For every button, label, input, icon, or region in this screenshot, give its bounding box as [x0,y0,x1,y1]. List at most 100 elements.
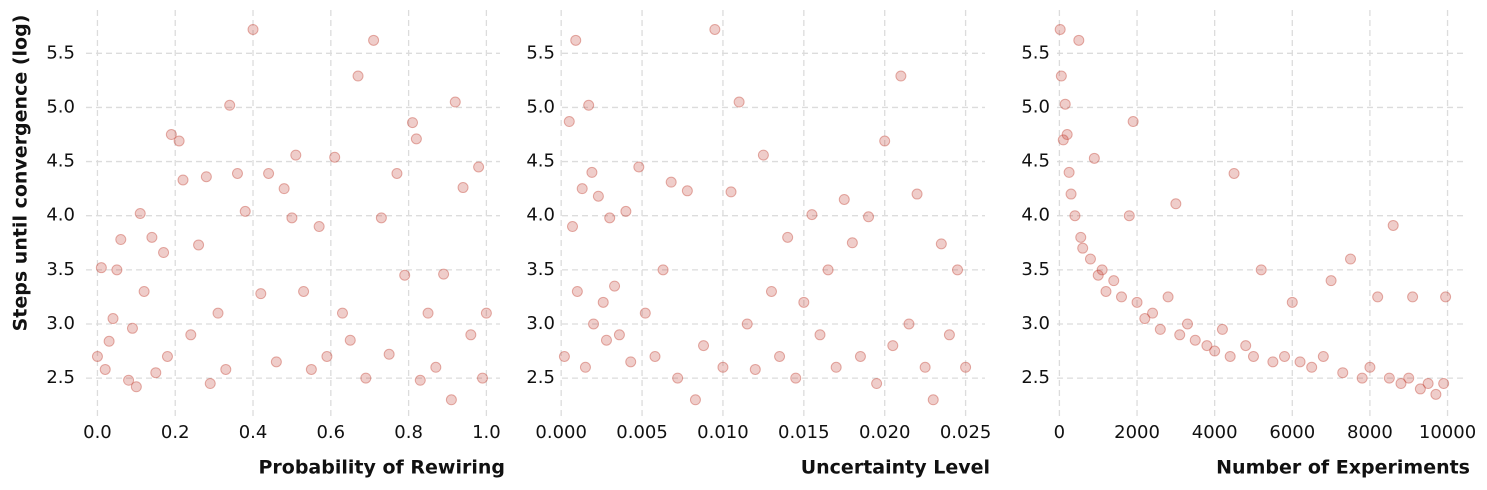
point [1228,167,1240,179]
point [1395,378,1407,390]
point [1075,231,1087,243]
point [613,329,625,341]
point [185,329,197,341]
point [1127,116,1139,128]
point [1055,70,1067,82]
point [1131,296,1143,308]
y-tick-label: 5.5 [526,42,555,63]
point [360,372,372,384]
point [1430,388,1442,400]
point [830,361,842,373]
point [1084,253,1096,265]
point [1325,275,1337,287]
point [270,356,282,368]
y-tick-label: 4.0 [526,205,555,226]
y-tick-label: 2.5 [1021,367,1050,388]
point [1422,378,1434,390]
point [410,133,422,145]
point [1123,210,1135,222]
point [123,374,135,386]
y-axis-label: Steps until convergence (log) [10,15,32,332]
point [1057,134,1069,146]
point [935,238,947,250]
point [960,361,972,373]
point [344,334,356,346]
point [1387,219,1399,231]
point [798,296,810,308]
point [1372,291,1384,303]
point [790,372,802,384]
point [1170,198,1182,210]
y-tick-label: 3.5 [1021,259,1050,280]
point [649,350,661,362]
point [406,117,418,129]
point [1224,350,1236,362]
point [620,205,632,217]
point [741,318,753,330]
point [1407,291,1419,303]
point [321,350,333,362]
point [1216,323,1228,335]
point [709,23,721,35]
point [134,208,146,220]
point [1088,152,1100,164]
point [1059,98,1071,110]
point [414,374,426,386]
y-tick-label: 5.0 [526,96,555,117]
point [313,221,325,233]
point [278,183,290,195]
point [1279,350,1291,362]
point [1073,34,1085,46]
point [399,269,411,281]
point [111,264,123,276]
point [879,135,891,147]
x-tick-label: 4000 [1192,422,1238,443]
point [563,116,575,128]
point [1108,275,1120,287]
point [126,322,138,334]
x-tick-label: 0.015 [778,422,830,443]
point [1069,210,1081,222]
point [579,361,591,373]
point [95,262,107,274]
point [1286,296,1298,308]
point [871,378,883,390]
point [863,211,875,223]
point [173,135,185,147]
x-tick-label: 0.0 [83,422,112,443]
x-tick-label: 0.005 [616,422,668,443]
point [263,167,275,179]
point [200,171,212,183]
point [457,182,469,194]
point [336,307,348,319]
point [806,209,818,221]
point [1065,188,1077,200]
y-tick-label: 5.0 [1021,96,1050,117]
x-tick-label: 1.0 [472,422,501,443]
point [193,239,205,251]
point [473,161,485,173]
x-tick-label: 0.6 [316,422,345,443]
point [224,99,236,111]
point [583,99,595,111]
y-tick-label: 4.0 [46,205,75,226]
y-tick-label: 3.0 [46,313,75,334]
point [903,318,915,330]
point [814,329,826,341]
point [592,190,604,202]
point [146,231,158,243]
point [430,361,442,373]
x-tick-label: 0.4 [239,422,268,443]
point [665,176,677,188]
point [822,264,834,276]
point [465,329,477,341]
point [919,361,931,373]
point [887,340,899,352]
y-tick-label: 3.5 [46,259,75,280]
point [212,307,224,319]
point [1438,378,1450,390]
point [1092,269,1104,281]
point [782,231,794,243]
point [1174,329,1186,341]
point [1063,166,1075,178]
